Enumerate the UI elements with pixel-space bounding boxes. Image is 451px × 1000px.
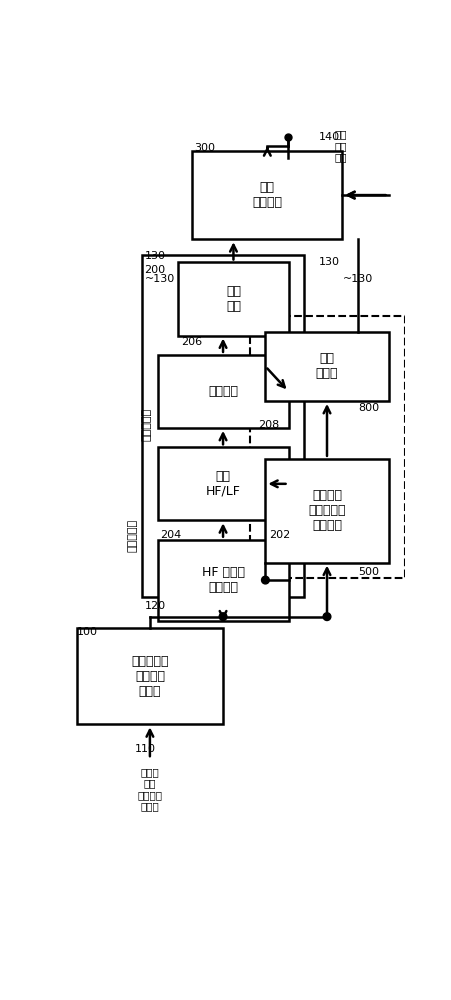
Text: 200: 200	[144, 265, 166, 275]
Bar	[157, 355, 289, 428]
Text: 成形
HF/LF: 成形 HF/LF	[206, 470, 240, 498]
Text: 140: 140	[319, 132, 341, 142]
Circle shape	[323, 613, 331, 620]
Text: 202: 202	[269, 530, 290, 540]
Bar	[192, 151, 342, 239]
Text: 208: 208	[258, 420, 279, 430]
Text: 能量
限制: 能量 限制	[226, 285, 241, 313]
Text: 100: 100	[77, 627, 98, 637]
Bar	[250, 316, 405, 578]
Circle shape	[262, 576, 269, 584]
Bar	[157, 447, 289, 520]
Bar	[157, 540, 289, 620]
Text: 平滑
控制器: 平滑 控制器	[316, 352, 338, 380]
Text: 音频率增强: 音频率增强	[128, 519, 138, 552]
Text: 130: 130	[144, 251, 166, 261]
Text: 500: 500	[358, 567, 379, 577]
Text: 时间平滑: 时间平滑	[208, 385, 238, 398]
Text: 仅核心
信号
（无旁侧
信息）: 仅核心 信号 （无旁侧 信息）	[138, 767, 162, 812]
Bar	[77, 628, 223, 724]
Text: 120: 120	[144, 601, 166, 611]
Bar	[265, 332, 389, 401]
Text: 800: 800	[358, 403, 379, 413]
Text: 用于计算
能量分布值
的计算器: 用于计算 能量分布值 的计算器	[308, 489, 346, 532]
Text: 130: 130	[319, 257, 341, 267]
Text: HF 产生器
（镜像）: HF 产生器 （镜像）	[202, 566, 244, 594]
Text: 合成
滤波器组: 合成 滤波器组	[252, 181, 282, 209]
Bar	[142, 255, 304, 597]
Text: ~130: ~130	[144, 274, 175, 284]
Text: 分析滤波器
组或核心
解码器: 分析滤波器 组或核心 解码器	[131, 655, 169, 698]
Text: 204: 204	[160, 530, 181, 540]
Text: 信号产生器: 信号产生器	[141, 408, 151, 441]
Circle shape	[219, 613, 227, 620]
Text: 206: 206	[181, 337, 202, 347]
Bar	[265, 459, 389, 563]
Text: ~130: ~130	[342, 274, 373, 284]
Text: 110: 110	[134, 744, 156, 754]
Text: 300: 300	[194, 143, 216, 153]
Bar	[179, 262, 289, 336]
Text: 频率
增强
信号: 频率 增强 信号	[335, 129, 347, 162]
